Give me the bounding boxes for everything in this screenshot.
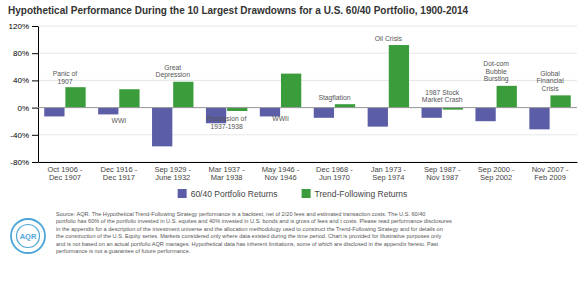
y-tick-mark [32, 162, 38, 163]
x-tick: Oct 1906 -Dec 1907 [47, 162, 83, 182]
bars [44, 45, 571, 146]
bar [152, 108, 172, 147]
y-tick: 80% [13, 49, 38, 58]
logo-text: AQR [20, 232, 37, 241]
x-tick: Nov 2007 -Feb 2009 [532, 162, 569, 182]
bar [65, 87, 85, 107]
x-tick: Dec 1968 -Jun 1970 [316, 162, 353, 182]
bar [497, 86, 517, 108]
bar-series [44, 108, 549, 147]
bar [98, 108, 118, 115]
y-tick-label: 0% [17, 104, 29, 113]
event-label: WWI [111, 117, 126, 124]
bar [173, 82, 193, 108]
event-label: Dot-comBubbleBursting [483, 60, 509, 83]
y-tick: -80% [10, 158, 38, 167]
legend-swatch [178, 189, 187, 198]
y-tick: -40% [10, 131, 38, 140]
bar [314, 108, 334, 118]
y-tick-label: 80% [13, 49, 29, 58]
x-tick-label: Sep 1987 -Nov 1987 [424, 165, 461, 183]
grid-line [38, 107, 577, 108]
bar [475, 108, 495, 122]
x-tick: Sep 1929 -June 1932 [154, 162, 191, 182]
event-label: Oil Crisis [375, 35, 403, 42]
y-axis-line [38, 27, 39, 163]
y-tick: 40% [13, 76, 38, 85]
bar [422, 108, 442, 118]
x-tick: Jan 1973 -Sep 1974 [371, 162, 407, 182]
bar [335, 104, 355, 107]
bar [389, 45, 409, 108]
x-tick: Mar 1937 -Mar 1938 [209, 162, 246, 182]
x-tick: Dec 1916 -Dec 1917 [101, 162, 138, 182]
y-tick-label: 120% [9, 22, 29, 31]
x-tick-label: Dec 1916 -Dec 1917 [101, 165, 138, 183]
x-tick: Sep 1987 -Nov 1987 [424, 162, 461, 182]
title: Hypothetical Performance During the 10 L… [8, 5, 469, 16]
annotations: Panic of1907 WWI GreatDepression Recession … [53, 35, 564, 130]
bar [227, 108, 247, 111]
event-label: GlobalFinancialCrisis [536, 70, 564, 92]
event-label: WWII [272, 115, 289, 122]
legend: 60/40 Portfolio Returns Trend-Following R… [178, 189, 408, 199]
bar [550, 95, 570, 107]
event-label: Stagflation [318, 94, 350, 102]
x-axis: Oct 1906 -Dec 1907 Dec 1916 -Dec 1917 Sep … [39, 162, 578, 182]
chart: Hypothetical Performance During the 10 L… [0, 0, 585, 293]
y-tick: 120% [9, 22, 38, 31]
x-tick-label: Sep 2000 -Sep 2002 [478, 165, 515, 183]
logo-ring [11, 219, 45, 253]
bar [529, 108, 549, 130]
legend-item: 60/40 Portfolio Returns [178, 189, 278, 199]
bar [44, 108, 64, 117]
y-tick-mark [32, 108, 38, 109]
x-tick-label: Dec 1968 -Jun 1970 [316, 165, 353, 183]
logo: AQR [11, 219, 45, 253]
y-tick-label: 40% [13, 76, 29, 85]
event-label: 1987 StockMarket Crash [422, 89, 463, 104]
y-axis: -80% -40% 0% 40% 80% 120% [9, 22, 39, 167]
zero-line [38, 107, 577, 108]
legend-swatch [302, 189, 311, 198]
y-tick-label: -80% [10, 158, 29, 167]
x-axis-line [39, 162, 578, 163]
event-label: GreatDepression [156, 64, 191, 80]
x-tick-label: Jan 1973 -Sep 1974 [371, 165, 407, 183]
grid-line [38, 134, 577, 135]
bar [368, 108, 388, 127]
x-tick: May 1946 -Nov 1946 [262, 162, 300, 182]
x-tick: Sep 2000 -Sep 2002 [478, 162, 515, 182]
bar-series [65, 45, 570, 111]
legend-item: Trend-Following Returns [302, 189, 408, 199]
logo-ring [17, 225, 40, 248]
y-tick-mark [32, 26, 38, 27]
x-tick-label: Sep 1929 -June 1932 [154, 165, 191, 183]
event-label: Panic of1907 [53, 70, 78, 85]
x-tick-label: Mar 1937 -Mar 1938 [209, 165, 246, 183]
y-tick-mark [32, 135, 38, 136]
legend-label: 60/40 Portfolio Returns [191, 189, 278, 199]
grid [38, 26, 577, 162]
y-tick-label: -40% [10, 131, 29, 140]
bar [281, 74, 301, 108]
grid-line [38, 53, 577, 54]
grid-line [38, 162, 577, 163]
y-tick-mark [32, 80, 38, 81]
x-tick-label: May 1946 -Nov 1946 [262, 165, 300, 183]
bar [119, 89, 139, 107]
source-note: Source: AQR. The Hypothetical Trend-Foll… [56, 211, 452, 254]
event-label: Recession of1937-1938 [207, 115, 246, 130]
x-tick-label: Nov 2007 -Feb 2009 [532, 165, 569, 183]
y-tick: 0% [17, 104, 38, 113]
x-tick-label: Oct 1906 -Dec 1907 [47, 165, 83, 183]
grid-line [38, 26, 577, 27]
y-tick-mark [32, 53, 38, 54]
legend-label: Trend-Following Returns [315, 189, 408, 199]
